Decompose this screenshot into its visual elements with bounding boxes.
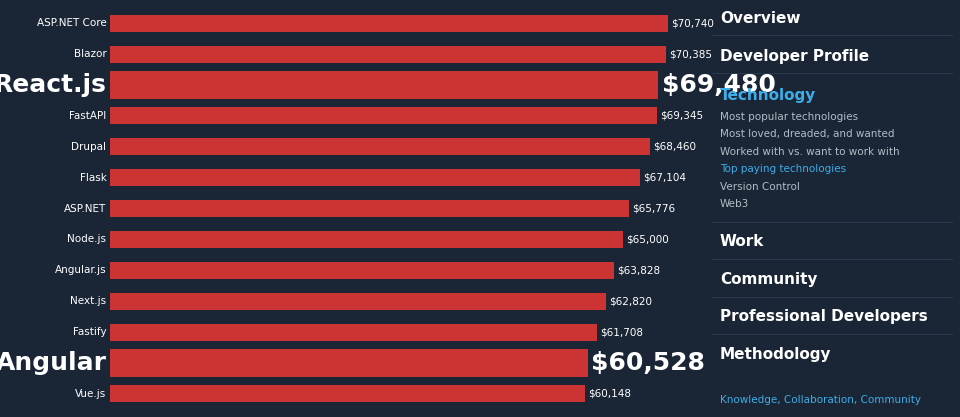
- Text: Top paying technologies: Top paying technologies: [720, 164, 846, 174]
- Bar: [110, 385, 585, 402]
- Bar: [110, 293, 606, 310]
- Text: Next.js: Next.js: [70, 296, 107, 306]
- Text: $70,385: $70,385: [669, 49, 711, 59]
- Bar: [110, 107, 658, 124]
- Text: Developer Profile: Developer Profile: [720, 49, 869, 64]
- Text: $69,345: $69,345: [660, 111, 704, 121]
- Text: Most loved, dreaded, and wanted: Most loved, dreaded, and wanted: [720, 129, 895, 139]
- Text: Technology: Technology: [720, 88, 816, 103]
- Text: ASP.NET Core: ASP.NET Core: [36, 18, 107, 28]
- Text: Knowledge, Collaboration, Community: Knowledge, Collaboration, Community: [720, 395, 921, 405]
- Text: $65,776: $65,776: [633, 203, 676, 214]
- Text: Fastify: Fastify: [73, 327, 107, 337]
- Text: Node.js: Node.js: [67, 234, 107, 244]
- Text: Angular: Angular: [0, 351, 107, 375]
- Bar: [110, 262, 613, 279]
- Text: $70,740: $70,740: [671, 18, 714, 28]
- Bar: [110, 15, 668, 32]
- Text: React.js: React.js: [0, 73, 107, 97]
- Bar: [110, 169, 639, 186]
- Text: Work: Work: [720, 234, 764, 249]
- Text: ASP.NET: ASP.NET: [64, 203, 107, 214]
- Bar: [110, 349, 588, 377]
- Text: Flask: Flask: [80, 173, 107, 183]
- Text: Methodology: Methodology: [720, 347, 831, 362]
- Text: Version Control: Version Control: [720, 182, 800, 192]
- Text: $61,708: $61,708: [600, 327, 643, 337]
- Bar: [110, 71, 659, 98]
- Text: Community: Community: [720, 272, 818, 287]
- Text: Worked with vs. want to work with: Worked with vs. want to work with: [720, 147, 900, 157]
- Bar: [110, 200, 629, 217]
- Bar: [110, 45, 665, 63]
- Text: Vue.js: Vue.js: [75, 389, 107, 399]
- Text: $68,460: $68,460: [654, 142, 697, 152]
- Text: $69,480: $69,480: [661, 73, 776, 97]
- Text: Blazor: Blazor: [74, 49, 107, 59]
- Text: Angular.js: Angular.js: [55, 265, 107, 275]
- Text: $62,820: $62,820: [609, 296, 652, 306]
- Bar: [110, 138, 650, 155]
- Text: Drupal: Drupal: [71, 142, 107, 152]
- Text: Most popular technologies: Most popular technologies: [720, 112, 858, 122]
- Text: $65,000: $65,000: [626, 234, 669, 244]
- Text: $63,828: $63,828: [617, 265, 660, 275]
- Text: $60,528: $60,528: [591, 351, 705, 375]
- Text: FastAPI: FastAPI: [69, 111, 107, 121]
- Text: Overview: Overview: [720, 11, 801, 26]
- Text: $67,104: $67,104: [643, 173, 685, 183]
- Text: Web3: Web3: [720, 199, 749, 209]
- Bar: [110, 324, 597, 341]
- Bar: [110, 231, 623, 248]
- Text: Professional Developers: Professional Developers: [720, 309, 927, 324]
- Text: $60,148: $60,148: [588, 389, 631, 399]
